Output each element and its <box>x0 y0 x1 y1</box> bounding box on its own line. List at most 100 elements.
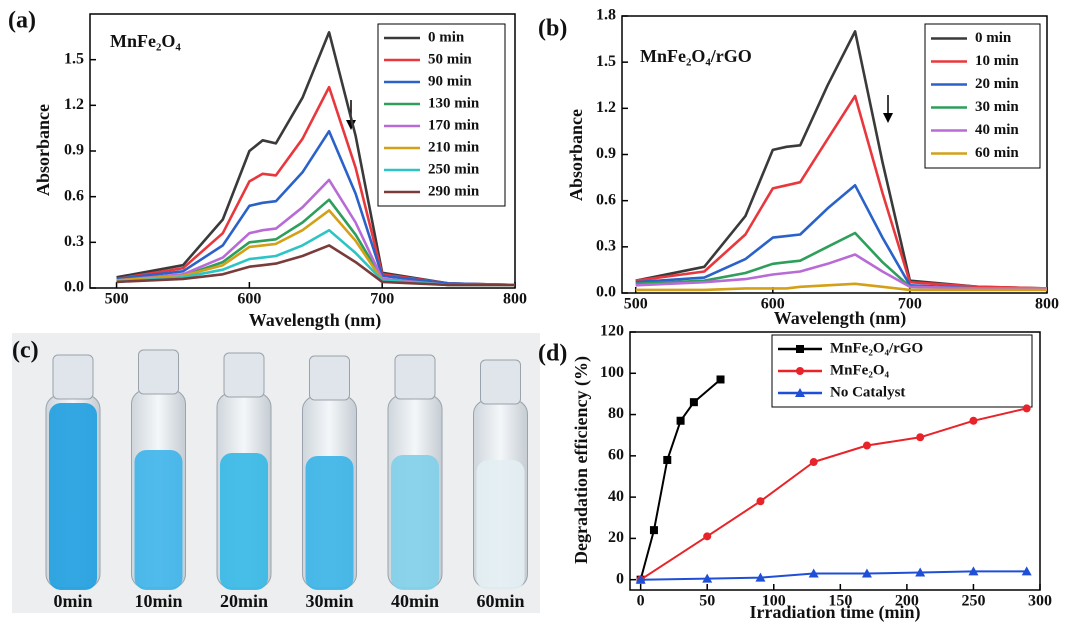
data-point <box>861 568 872 578</box>
liquid <box>220 453 268 590</box>
y-tick-label: 40 <box>608 488 624 505</box>
series-line <box>635 94 1048 290</box>
legend-marker <box>796 367 804 375</box>
vial-label: 40min <box>391 591 439 611</box>
data-point <box>756 497 765 506</box>
data-point <box>916 433 925 442</box>
vial-neck <box>480 359 521 405</box>
data-point <box>862 441 871 450</box>
data-point <box>808 568 819 578</box>
x-tick-label: 300 <box>1028 593 1052 610</box>
legend-label: MnFe₂O₄/rGO <box>830 340 923 356</box>
x-tick-label: 150 <box>828 593 852 610</box>
chart-title: MnFe₂O₄/rGO <box>640 46 752 66</box>
x-axis-title: Wavelength (nm) <box>774 308 907 329</box>
series-line <box>639 378 722 580</box>
y-tick-label: 1.2 <box>64 96 84 113</box>
y-axis-title: Absorbance <box>566 109 586 201</box>
data-point <box>702 573 713 583</box>
x-axis-title: Wavelength (nm) <box>249 310 382 331</box>
y-tick-label: 0.9 <box>596 145 616 162</box>
legend-label: 250 min <box>428 161 480 177</box>
legend-box <box>924 23 1041 169</box>
series-line <box>640 407 1027 581</box>
series-line <box>640 570 1027 581</box>
legend-label: 90 min <box>428 73 472 89</box>
series-line <box>635 231 1047 290</box>
x-axis-title: Irradiation time (min) <box>750 602 921 623</box>
liquid <box>134 450 183 590</box>
x-tick-label: 0 <box>637 593 645 610</box>
legend-label: MnFe₂O₄ <box>830 362 889 378</box>
legend-marker <box>796 345 804 353</box>
y-tick-label: 0.3 <box>64 233 84 250</box>
legend-label: 130 min <box>428 95 480 111</box>
vial-label: 30min <box>305 591 353 611</box>
data-point <box>1021 566 1032 576</box>
data-point <box>755 572 766 582</box>
series-line <box>116 228 515 287</box>
x-tick-label: 800 <box>503 291 527 308</box>
vial-label: 10min <box>134 591 182 611</box>
legend-label: 20 min <box>975 76 1019 92</box>
liquid <box>49 403 97 590</box>
y-tick-label: 1.2 <box>596 99 616 116</box>
data-point <box>969 416 978 425</box>
arrow-head <box>883 113 893 123</box>
x-tick-label: 800 <box>1035 296 1059 313</box>
y-tick-label: 0.6 <box>64 187 84 204</box>
y-tick-label: 120 <box>600 323 624 340</box>
x-tick-label: 500 <box>624 296 648 313</box>
x-tick-label: 50 <box>699 593 715 610</box>
y-tick-label: 0.3 <box>596 238 616 255</box>
x-tick-label: 700 <box>370 291 394 308</box>
data-point <box>663 455 672 464</box>
panel-label: (d) <box>538 341 567 367</box>
y-tick-label: 0.6 <box>596 191 616 208</box>
data-point <box>1022 404 1031 413</box>
x-tick-label: 500 <box>105 291 129 308</box>
vial-neck <box>223 352 265 398</box>
data-point <box>676 416 685 425</box>
x-tick-label: 600 <box>761 296 785 313</box>
series-line <box>635 282 1047 292</box>
data-point <box>809 458 818 467</box>
x-tick-label: 200 <box>895 593 919 610</box>
legend-label: 170 min <box>428 117 480 133</box>
data-point <box>703 532 712 541</box>
x-tick-label: 250 <box>961 593 985 610</box>
x-tick-label: 100 <box>762 593 786 610</box>
y-tick-label: 1.5 <box>64 50 84 67</box>
y-tick-label: 60 <box>608 447 624 464</box>
y-tick-label: 0.9 <box>64 142 84 159</box>
series-line <box>116 129 516 287</box>
panel-label: (c) <box>12 338 39 364</box>
legend-label: 0 min <box>975 30 1012 46</box>
vial-label: 20min <box>220 591 268 611</box>
y-tick-label: 80 <box>608 405 624 422</box>
vial-neck <box>138 349 179 395</box>
y-tick-label: 0.0 <box>596 284 616 301</box>
legend-label: 30 min <box>975 99 1019 115</box>
y-axis-title: Absorbance <box>33 104 53 196</box>
legend-marker <box>795 388 805 397</box>
vial-neck <box>309 355 350 401</box>
x-tick-label: 600 <box>237 291 261 308</box>
legend-label: 290 min <box>428 183 480 199</box>
legend-box <box>377 23 506 207</box>
panel-label: (b) <box>538 16 567 42</box>
vial-neck <box>52 354 94 400</box>
data-point <box>689 398 698 407</box>
vial-label: 0min <box>53 591 92 611</box>
data-point <box>915 567 926 577</box>
series-line <box>116 244 515 287</box>
liquid <box>476 460 525 590</box>
y-tick-label: 0.0 <box>64 279 84 296</box>
liquid <box>391 455 439 590</box>
data-point <box>716 375 725 384</box>
chart-title: MnFe₂O₄ <box>110 31 181 51</box>
vial-neck <box>394 354 436 400</box>
series-line <box>635 253 1047 290</box>
y-tick-label: 0 <box>616 570 624 587</box>
